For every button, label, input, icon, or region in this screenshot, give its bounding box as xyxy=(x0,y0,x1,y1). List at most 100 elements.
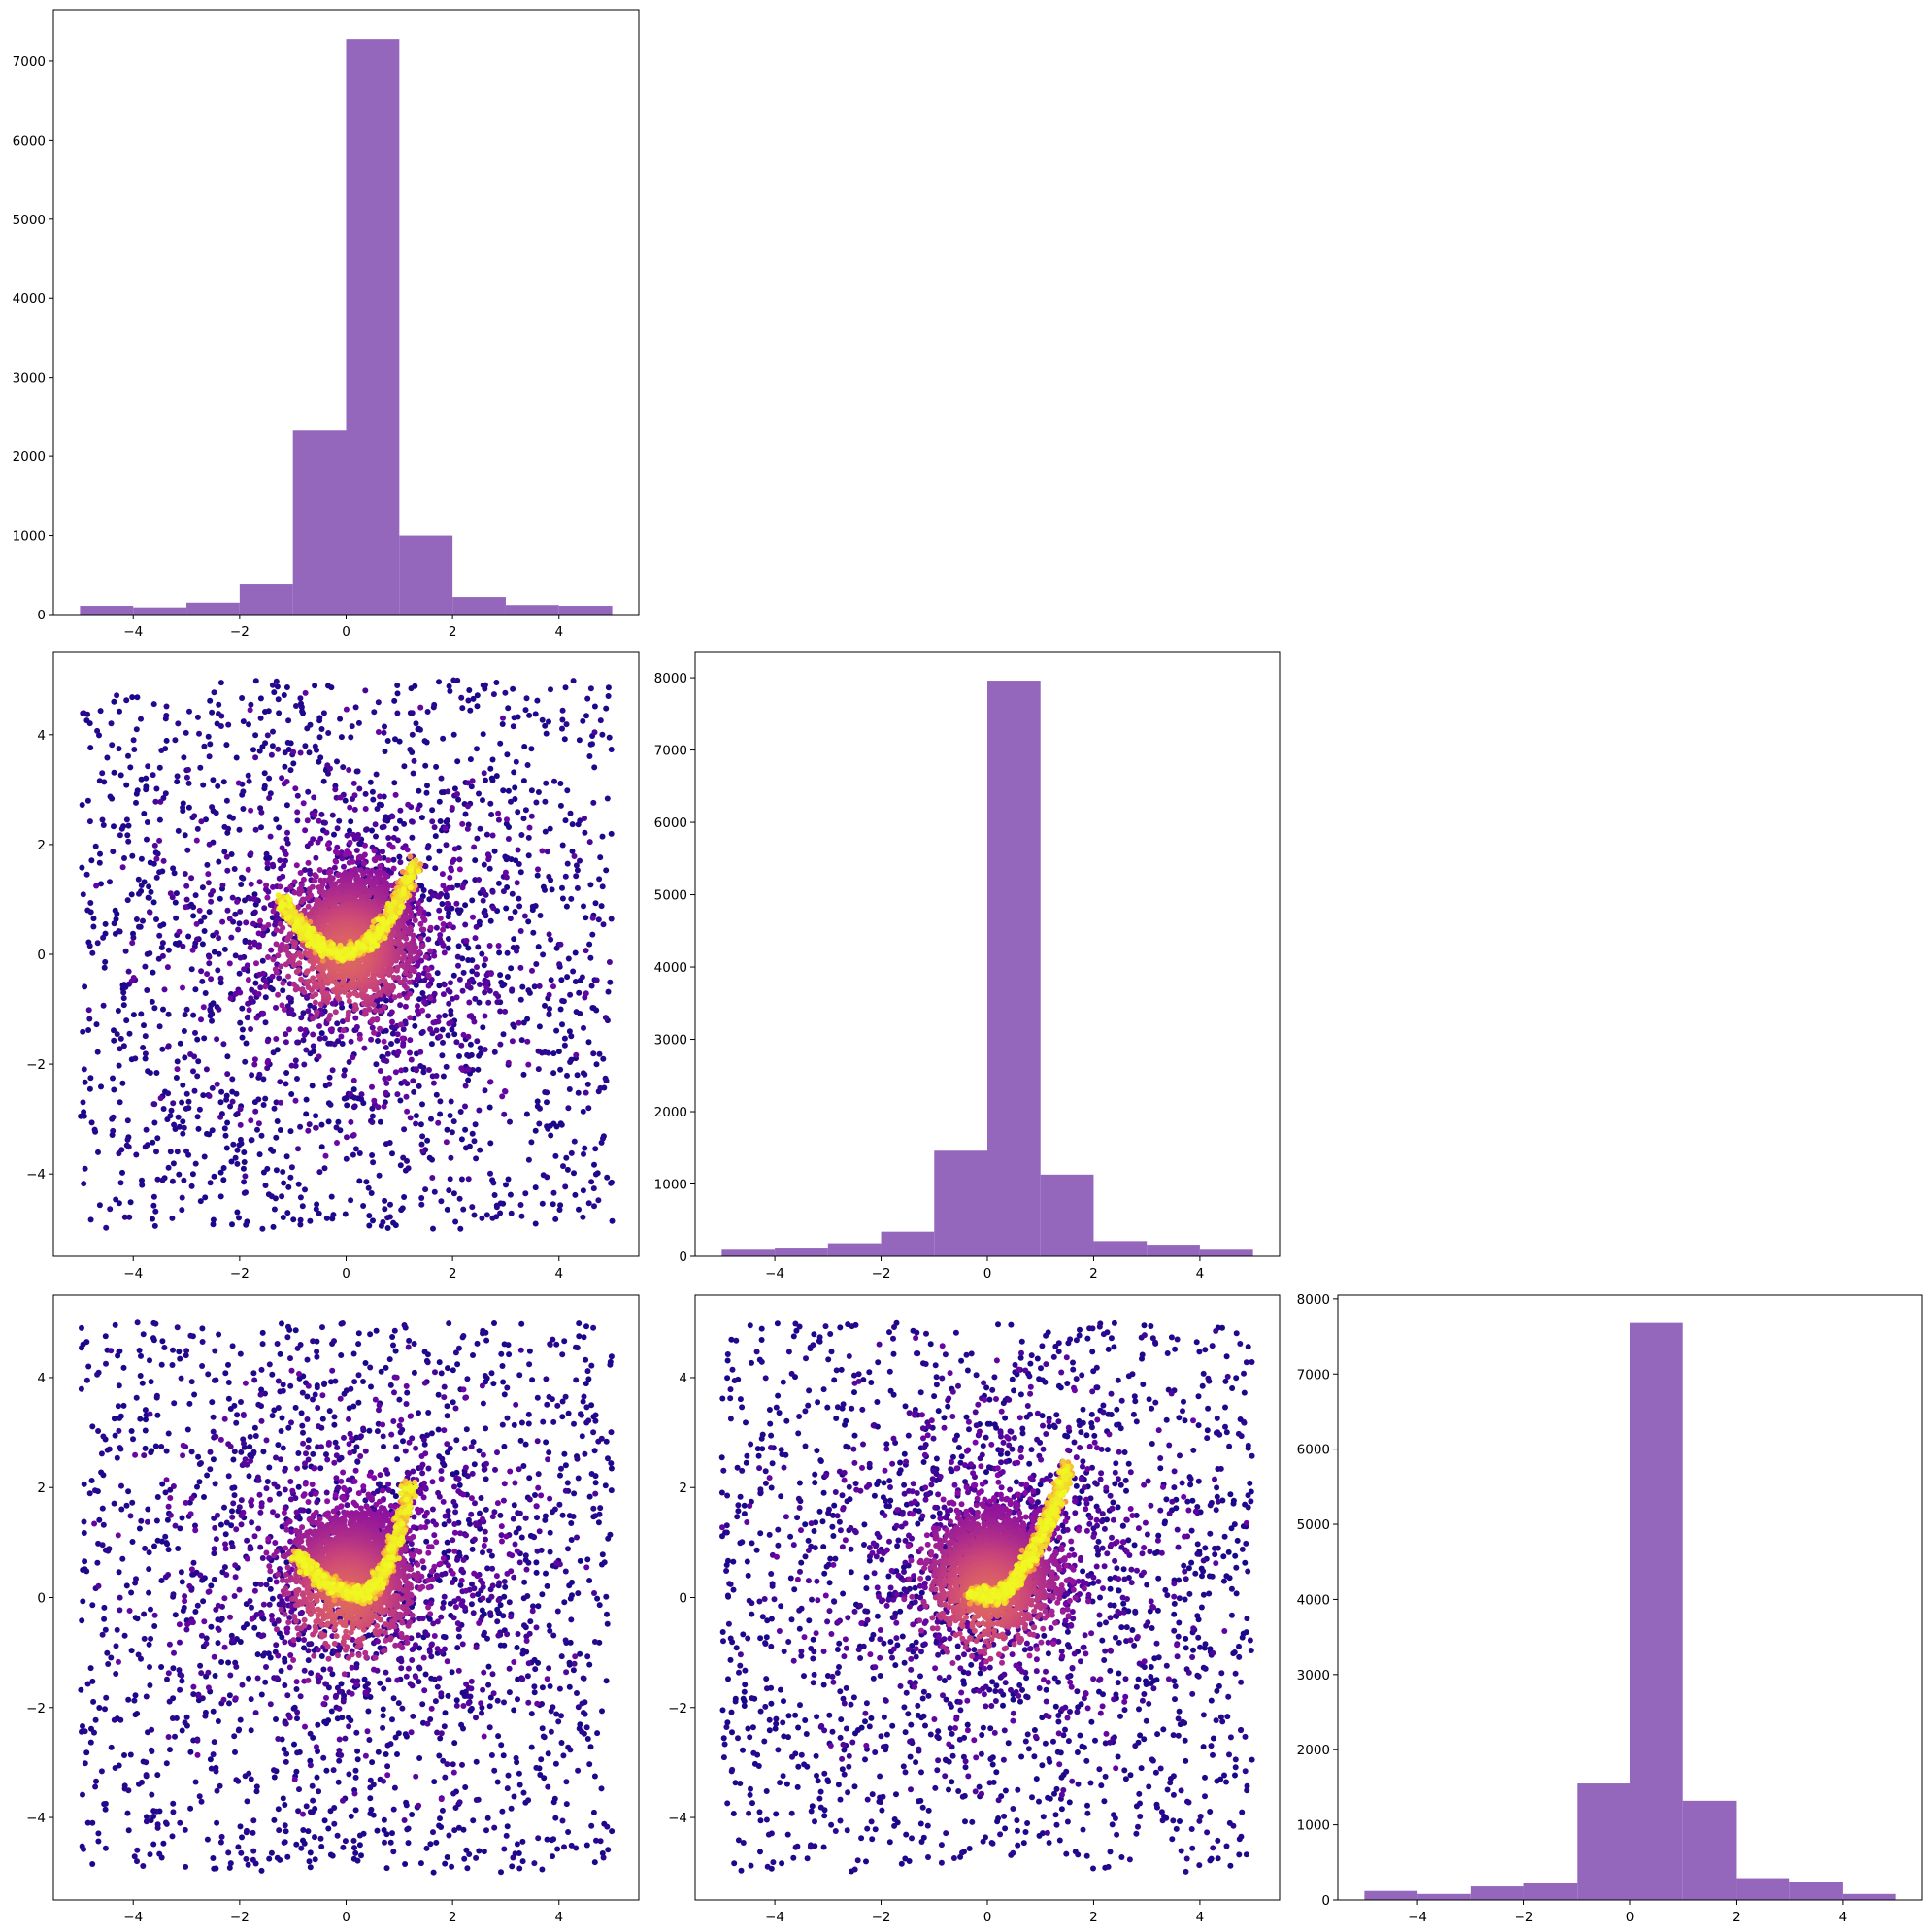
scatter-point xyxy=(351,792,358,799)
scatter-point xyxy=(437,1098,444,1105)
scatter-point xyxy=(505,1059,512,1066)
scatter-point xyxy=(334,1140,340,1146)
scatter-point xyxy=(298,953,305,960)
scatter-point xyxy=(240,875,247,882)
scatter-point xyxy=(96,859,103,866)
scatter-point xyxy=(433,1091,440,1098)
scatter-point xyxy=(252,678,259,684)
scatter-point xyxy=(248,701,254,708)
scatter-point xyxy=(392,736,398,743)
scatter-point xyxy=(574,884,581,891)
scatter-point xyxy=(310,975,316,982)
scatter-point xyxy=(350,1132,357,1138)
scatter-point xyxy=(350,1151,356,1158)
scatter-point xyxy=(101,964,108,971)
histogram-bars xyxy=(80,39,613,616)
scatter-point xyxy=(586,941,593,948)
scatter-point xyxy=(419,1148,426,1154)
scatter-point xyxy=(268,947,275,953)
scatter-point xyxy=(561,1042,568,1049)
scatter-point xyxy=(362,1007,369,1014)
scatter-point xyxy=(472,995,479,1002)
scatter-point xyxy=(576,1206,582,1213)
scatter-point xyxy=(243,1221,250,1228)
scatter-point xyxy=(192,1029,198,1036)
scatter-point xyxy=(398,1067,405,1074)
scatter-point xyxy=(576,737,583,744)
scatter-point xyxy=(603,867,610,874)
scatter-point xyxy=(404,1108,411,1115)
scatter-point xyxy=(269,915,276,921)
scatter-point xyxy=(287,1128,294,1135)
scatter-point xyxy=(156,1023,163,1030)
scatter-point xyxy=(143,786,150,793)
scatter-point xyxy=(395,975,402,981)
scatter-point xyxy=(433,924,440,931)
scatter-point xyxy=(96,1202,103,1209)
scatter-point xyxy=(455,943,462,949)
scatter-point xyxy=(117,708,122,715)
scatter-point xyxy=(152,1208,159,1215)
scatter-point xyxy=(402,1003,409,1010)
scatter-point xyxy=(591,729,598,736)
scatter-point xyxy=(217,895,223,902)
scatter-point xyxy=(324,902,331,909)
scatter-point xyxy=(500,888,507,895)
scatter-point xyxy=(207,697,214,704)
scatter-point xyxy=(99,770,106,777)
scatter-point xyxy=(608,916,615,922)
scatter-point xyxy=(250,920,256,927)
scatter-point xyxy=(243,919,250,926)
scatter-point xyxy=(255,944,262,950)
scatter-point xyxy=(425,983,432,989)
scatter-point xyxy=(355,719,362,726)
scatter-point xyxy=(508,1210,515,1216)
scatter-point xyxy=(556,1207,563,1213)
scatter-point xyxy=(559,842,566,849)
scatter-point xyxy=(409,818,416,825)
scatter-point xyxy=(592,900,599,907)
scatter-point xyxy=(205,880,212,886)
scatter-point xyxy=(271,689,278,696)
scatter-point xyxy=(302,867,308,873)
scatter-point xyxy=(542,722,549,729)
scatter-point xyxy=(339,1041,346,1047)
scatter-point xyxy=(383,1080,390,1086)
scatter-point xyxy=(273,1167,280,1174)
histogram-bar xyxy=(292,430,347,615)
scatter-point xyxy=(544,1089,550,1096)
scatter-point xyxy=(129,694,136,701)
scatter-point xyxy=(480,1024,486,1031)
scatter-point xyxy=(483,831,490,838)
scatter-point xyxy=(240,806,247,812)
scatter-point xyxy=(582,816,587,821)
y-tick-label: 0 xyxy=(37,948,46,963)
scatter-point xyxy=(602,1015,609,1021)
scatter-point xyxy=(257,984,264,991)
scatter-point xyxy=(267,984,274,991)
scatter-point xyxy=(234,1147,241,1153)
scatter-point xyxy=(471,844,478,850)
scatter-point xyxy=(550,983,556,990)
scatter-point xyxy=(603,705,610,712)
scatter-point xyxy=(589,741,595,748)
scatter-point xyxy=(313,1113,319,1119)
scatter-point xyxy=(287,767,294,774)
scatter-point xyxy=(425,966,432,973)
scatter-point xyxy=(163,737,170,744)
scatter-point xyxy=(525,1061,532,1068)
scatter-point xyxy=(441,949,448,956)
scatter-point xyxy=(550,1189,557,1196)
scatter-point xyxy=(242,1173,249,1180)
scatter-point xyxy=(278,1099,284,1106)
scatter-point xyxy=(407,747,414,752)
scatter-point xyxy=(299,708,306,715)
scatter-point xyxy=(385,1075,392,1082)
scatter-point xyxy=(535,1066,542,1073)
y-tick-label: 3000 xyxy=(13,371,46,386)
scatter-point xyxy=(120,1002,127,1009)
scatter-point xyxy=(227,1103,234,1110)
scatter-point xyxy=(512,784,518,791)
scatter-point xyxy=(520,1019,527,1026)
